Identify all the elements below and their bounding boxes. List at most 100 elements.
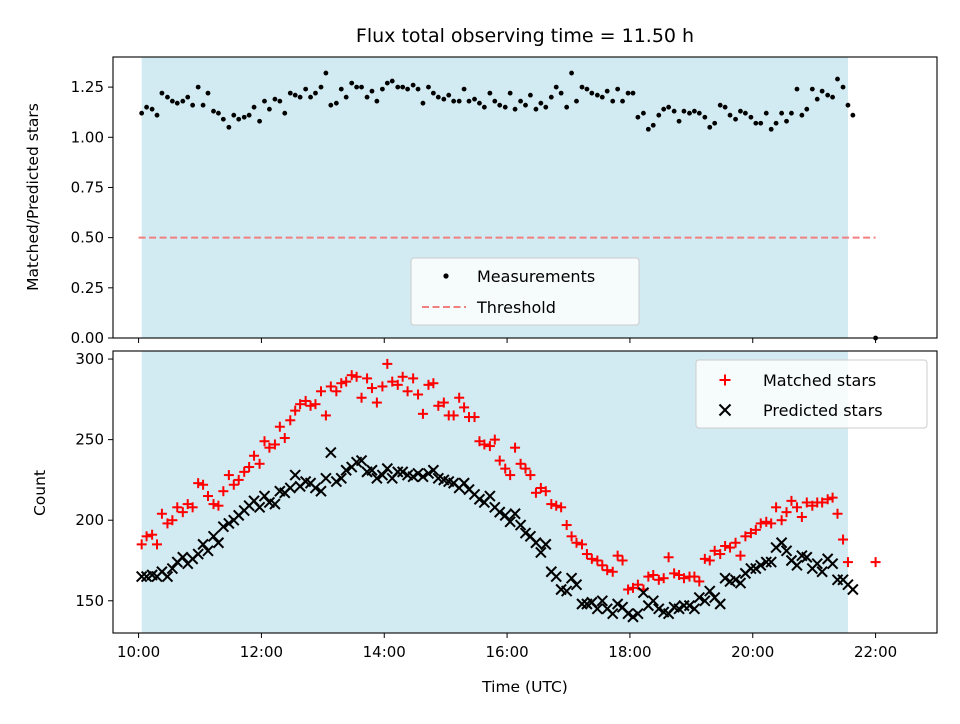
matched-star-point	[382, 358, 393, 369]
matched-star-point	[156, 508, 167, 519]
predicted-star-point	[509, 508, 521, 520]
measurement-point	[599, 94, 605, 100]
measurement-point	[650, 122, 656, 128]
y-tick-label: 0.50	[71, 229, 104, 247]
matched-star-point	[244, 462, 255, 473]
predicted-star-point	[637, 587, 650, 599]
predicted-star-point	[135, 570, 148, 583]
measurement-point	[610, 98, 616, 104]
predicted-star-point	[484, 490, 496, 502]
predicted-star-point	[315, 485, 327, 497]
measurement-point	[456, 98, 462, 104]
matched-star-point	[827, 492, 838, 503]
measurement-point	[185, 94, 191, 100]
matched-star-point	[172, 502, 183, 513]
measurement-point	[692, 108, 697, 114]
x-tick-label: 16:00	[485, 643, 528, 661]
x-tick-label: 12:00	[240, 643, 283, 661]
measurement-point	[702, 114, 708, 120]
predicted-star-point	[371, 472, 383, 485]
y-tick-label: 0.00	[71, 329, 104, 347]
predicted-star-point	[289, 469, 301, 481]
measurement-point	[809, 86, 815, 92]
matched-star-point	[346, 370, 357, 381]
measurement-point	[216, 110, 221, 116]
matched-star-point	[259, 436, 270, 447]
legend-label-predicted-stars: Predicted stars	[763, 401, 883, 420]
measurement-point	[676, 118, 682, 124]
predicted-star-point	[673, 603, 685, 615]
bottom-legend-box	[695, 359, 928, 429]
measurement-point	[502, 104, 508, 110]
predicted-star-point	[494, 506, 506, 518]
predicted-star-point	[699, 595, 711, 607]
measurement-point	[656, 112, 662, 118]
measurement-point	[466, 98, 472, 104]
matched-star-point	[341, 376, 352, 387]
measurement-point	[533, 106, 539, 112]
measurement-point	[799, 112, 805, 118]
predicted-star-point	[407, 470, 419, 483]
predicted-star-point	[816, 566, 828, 578]
matched-star-point	[479, 439, 490, 450]
legend-marker-matched-stars	[719, 374, 731, 386]
predicted-star-point	[611, 598, 624, 610]
measurement-point	[630, 90, 636, 96]
measurement-point	[333, 100, 339, 106]
matched-star-point	[254, 458, 265, 469]
predicted-star-point	[704, 585, 716, 597]
measurement-point	[645, 126, 651, 132]
measurement-point	[446, 92, 452, 98]
matched-star-point	[720, 540, 731, 551]
matched-star-point	[699, 553, 710, 564]
top-y-axis-label: Matched/Predicted stars	[24, 103, 42, 291]
measurement-point	[553, 84, 559, 90]
matched-star-point	[402, 386, 413, 397]
matched-star-point	[484, 441, 495, 452]
matched-star-point	[546, 499, 557, 510]
measurement-point	[282, 110, 288, 116]
measurement-point	[548, 94, 554, 100]
predicted-star-point	[161, 570, 174, 583]
matched-star-point	[331, 386, 342, 397]
predicted-star-point	[269, 498, 281, 510]
measurement-point	[696, 110, 702, 116]
measurement-point	[349, 80, 355, 86]
predicted-star-point	[632, 607, 644, 620]
measurement-point	[523, 102, 528, 108]
bottom-panel: 150 200 250 300 10:00 12:00 14:00 16:00 18:00 20…	[31, 350, 938, 696]
matched-star-point	[305, 400, 316, 411]
measurement-point	[251, 104, 257, 110]
measurement-point	[359, 84, 364, 90]
measurement-point	[410, 82, 416, 88]
matched-star-point	[822, 494, 833, 505]
matched-star-point	[551, 500, 562, 511]
y-tick-label: 200	[75, 511, 104, 529]
legend-label-matched-stars: Matched stars	[763, 371, 876, 390]
measurement-point	[594, 92, 600, 98]
predicted-star-point	[627, 611, 639, 623]
measurement-point	[584, 86, 590, 92]
predicted-star-point	[499, 509, 511, 522]
measurement-point	[144, 104, 149, 110]
matched-star-point	[791, 502, 802, 513]
matched-star-point	[423, 379, 434, 390]
measurement-point	[435, 94, 441, 100]
matched-star-point	[870, 557, 881, 568]
measurement-point	[840, 84, 846, 90]
predicted-star-point	[381, 462, 394, 475]
matched-star-point	[325, 381, 336, 392]
measurement-point	[768, 126, 774, 132]
matched-star-point	[653, 574, 664, 585]
measurement-point	[236, 116, 242, 122]
predicted-star-point	[550, 570, 562, 583]
predicted-star-point	[366, 464, 378, 476]
measurement-point	[579, 84, 585, 90]
predicted-star-point	[847, 583, 859, 596]
x-tick-label: 18:00	[608, 643, 651, 661]
matched-star-point	[669, 568, 680, 579]
matched-star-point	[213, 500, 224, 511]
top-plot-frame	[112, 56, 938, 339]
measurement-point	[620, 98, 625, 104]
measurement-point	[814, 96, 820, 102]
